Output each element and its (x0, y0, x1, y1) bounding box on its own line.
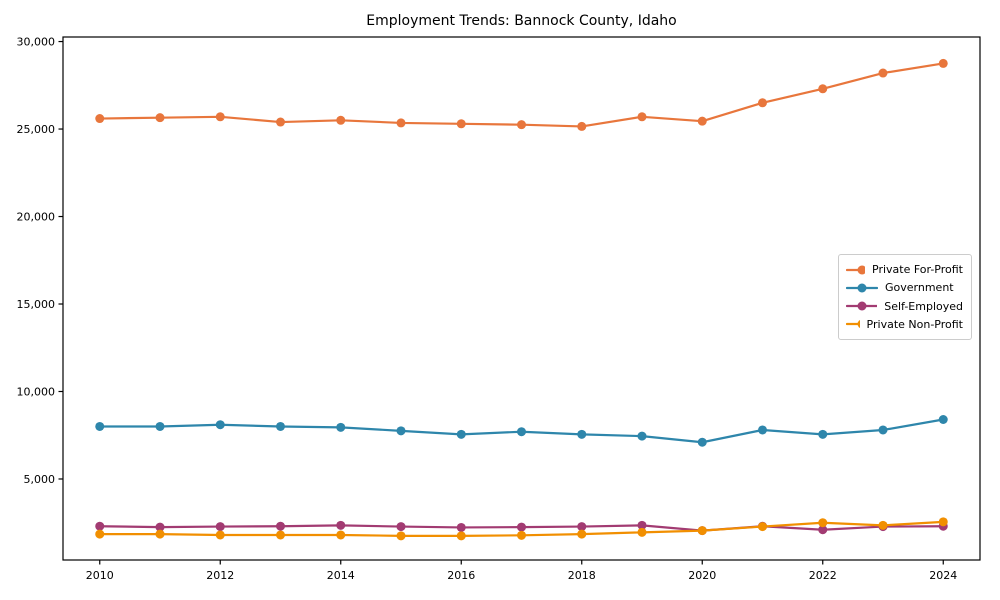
data-point (818, 84, 828, 94)
data-point (637, 527, 647, 537)
data-point (215, 522, 225, 532)
data-point (456, 119, 466, 129)
data-point (155, 421, 165, 431)
data-point (697, 437, 707, 447)
y-tick-label: 15,000 (17, 298, 56, 311)
data-point (95, 529, 105, 539)
data-point (396, 531, 406, 541)
legend-marker-icon (846, 301, 878, 311)
data-point (637, 431, 647, 441)
data-point (938, 414, 948, 424)
x-tick-label: 2016 (447, 569, 475, 582)
data-point (276, 521, 286, 531)
x-tick-label: 2022 (809, 569, 837, 582)
y-tick-label: 5,000 (24, 473, 56, 486)
data-point (878, 425, 888, 435)
y-tick-label: 25,000 (17, 123, 56, 136)
data-point (276, 530, 286, 540)
y-tick-label: 10,000 (17, 385, 56, 398)
data-point (637, 520, 647, 530)
data-point (336, 115, 346, 125)
legend-item: Private For-Profit (846, 261, 963, 278)
data-point (276, 421, 286, 431)
data-point (215, 112, 225, 122)
data-point (878, 68, 888, 78)
data-point (517, 427, 526, 437)
x-tick-label: 2010 (86, 569, 114, 582)
legend-item: Government (846, 279, 963, 296)
data-point (155, 522, 165, 532)
data-point (276, 117, 286, 127)
legend-label: Government (885, 281, 954, 295)
legend-item: Self-Employed (846, 298, 963, 315)
data-point (396, 426, 406, 436)
data-point (215, 420, 225, 430)
data-point (938, 58, 948, 68)
data-point (938, 517, 948, 527)
data-point (155, 113, 165, 123)
plot-border (62, 36, 981, 561)
data-point (95, 114, 105, 124)
series-line-0 (98, 62, 945, 128)
legend-item: Private Non-Profit (846, 316, 963, 333)
y-tick-label: 30,000 (17, 36, 56, 49)
data-point (577, 429, 587, 439)
data-point (818, 525, 828, 535)
legend-marker-icon (846, 320, 860, 329)
data-point (697, 116, 707, 126)
data-point (456, 429, 466, 439)
data-point (757, 98, 767, 108)
data-point (878, 520, 888, 530)
data-point (396, 522, 406, 532)
x-tick-label: 2014 (327, 569, 355, 582)
x-tick-label: 2024 (929, 569, 957, 582)
legend-label: Private Non-Profit (866, 317, 963, 331)
data-point (697, 526, 707, 536)
data-point (577, 522, 587, 532)
legend-label: Self-Employed (884, 299, 963, 313)
legend-marker-icon (846, 283, 878, 293)
x-tick-label: 2012 (206, 569, 234, 582)
data-point (517, 120, 526, 130)
data-point (155, 529, 165, 539)
data-point (396, 118, 406, 128)
data-point (336, 520, 346, 530)
y-tick-label: 20,000 (17, 211, 56, 224)
data-point (577, 121, 587, 131)
data-point (215, 530, 225, 540)
data-point (456, 531, 466, 541)
data-point (456, 522, 466, 532)
legend-marker-icon (846, 265, 865, 274)
legend: Private For-Profit Government Self-Employe… (838, 254, 972, 340)
data-point (577, 529, 587, 539)
legend-label: Private For-Profit (872, 263, 963, 276)
data-point (757, 425, 767, 435)
data-point (95, 521, 105, 531)
data-point (95, 421, 105, 431)
data-point (818, 429, 828, 439)
data-point (637, 112, 647, 122)
data-point (757, 522, 767, 532)
x-tick-label: 2018 (568, 569, 596, 582)
data-point (818, 518, 828, 528)
x-tick-label: 2020 (688, 569, 716, 582)
data-point (517, 530, 526, 540)
chart-title: Employment Trends: Bannock County, Idaho (366, 13, 677, 29)
data-point (517, 522, 526, 532)
data-point (336, 422, 346, 432)
data-point (336, 530, 346, 540)
